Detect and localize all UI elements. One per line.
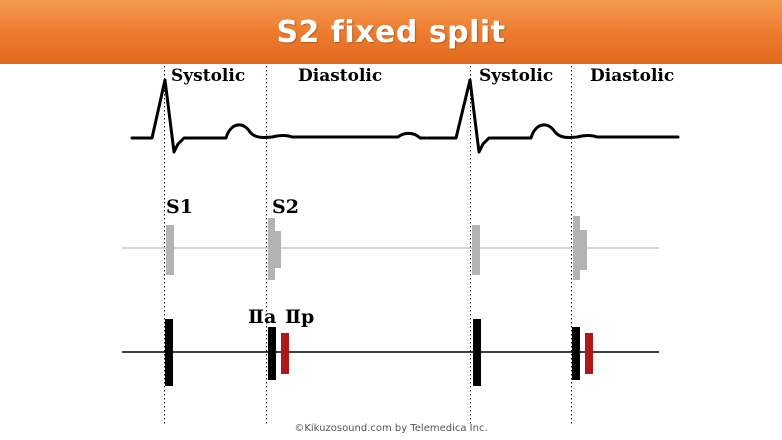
s2-waveform-1 xyxy=(268,218,281,280)
phase-label-diastolic-1: Diastolic xyxy=(298,66,383,86)
s2-label: S2 xyxy=(272,196,299,218)
pulmonic-component-label: Ⅱp xyxy=(285,306,315,328)
s1-label: S1 xyxy=(166,196,193,218)
phase-label-systolic-2: Systolic xyxy=(479,66,554,86)
s2-waveform-2 xyxy=(573,216,587,280)
phase-label-diastolic-2: Diastolic xyxy=(590,66,675,86)
page-title: S2 fixed split xyxy=(276,14,506,50)
ecg-trace xyxy=(130,78,680,154)
s1-waveform-1 xyxy=(166,225,174,275)
s1-component-1 xyxy=(165,319,173,386)
aortic-component-1 xyxy=(268,327,276,380)
phase-label-systolic-1: Systolic xyxy=(171,66,246,86)
pulmonic-component-2 xyxy=(585,333,593,374)
s1-component-2 xyxy=(473,319,481,386)
aortic-component-2 xyxy=(572,327,580,380)
s1-waveform-2 xyxy=(472,225,480,275)
pulmonic-component-1 xyxy=(281,333,289,374)
title-bar: S2 fixed split xyxy=(0,0,782,64)
copyright-footer: ©Kikuzosound.com by Telemedica Inc. xyxy=(294,423,488,434)
aortic-component-label: Ⅱa xyxy=(248,306,277,328)
